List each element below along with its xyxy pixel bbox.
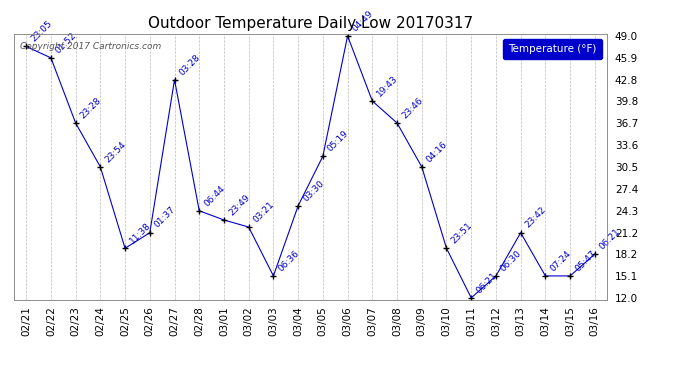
Title: Outdoor Temperature Daily Low 20170317: Outdoor Temperature Daily Low 20170317 — [148, 16, 473, 31]
Text: 23:51: 23:51 — [449, 221, 474, 246]
Text: 23:28: 23:28 — [79, 96, 103, 120]
Text: 05:19: 05:19 — [326, 129, 351, 153]
Text: 03:28: 03:28 — [177, 53, 202, 77]
Text: 07:24: 07:24 — [549, 249, 573, 273]
Text: 06:44: 06:44 — [202, 183, 227, 208]
Legend: Temperature (°F): Temperature (°F) — [503, 39, 602, 59]
Text: 23:49: 23:49 — [227, 193, 251, 217]
Text: 06:30: 06:30 — [499, 248, 524, 273]
Text: 03:21: 03:21 — [252, 200, 276, 224]
Text: 23:46: 23:46 — [400, 96, 424, 120]
Text: 03:30: 03:30 — [301, 178, 326, 203]
Text: 23:54: 23:54 — [104, 140, 128, 164]
Text: 05:47: 05:47 — [573, 249, 598, 273]
Text: 01:52: 01:52 — [54, 30, 79, 55]
Text: 23:05: 23:05 — [29, 19, 54, 44]
Text: 06:36: 06:36 — [277, 248, 301, 273]
Text: 04:16: 04:16 — [425, 140, 449, 164]
Text: 06:21: 06:21 — [474, 270, 499, 295]
Text: 19:43: 19:43 — [375, 74, 400, 98]
Text: Copyright 2017 Cartronics.com: Copyright 2017 Cartronics.com — [20, 42, 161, 51]
Text: 04:49: 04:49 — [351, 9, 375, 33]
Text: 01:37: 01:37 — [152, 205, 177, 230]
Text: 11:38: 11:38 — [128, 221, 152, 246]
Text: 06:21: 06:21 — [598, 226, 622, 251]
Text: 23:42: 23:42 — [524, 206, 548, 230]
